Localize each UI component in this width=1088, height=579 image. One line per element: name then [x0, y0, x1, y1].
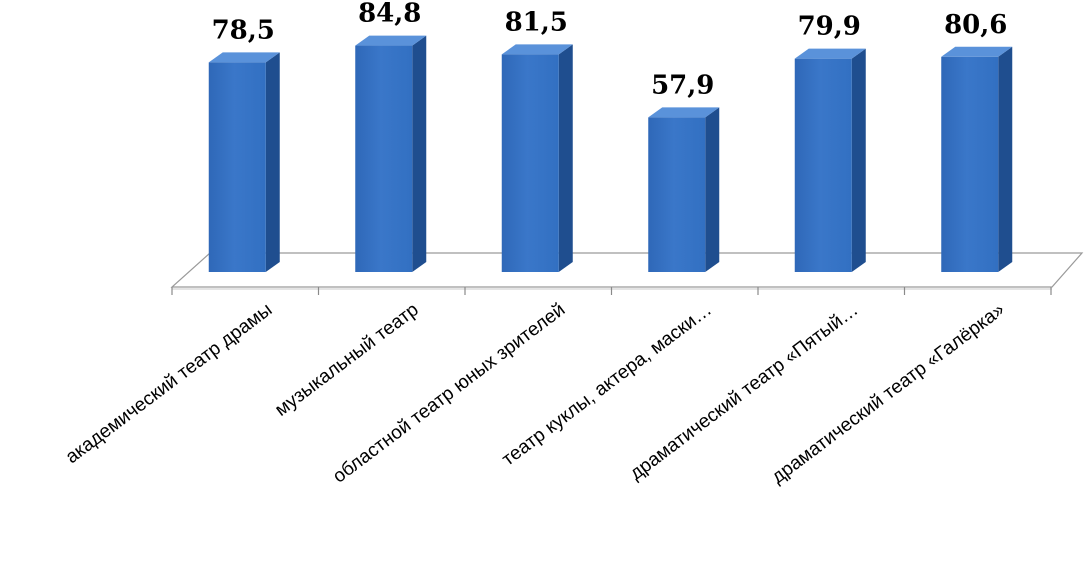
- bar: [941, 46, 1013, 272]
- bar-top: [355, 35, 427, 46]
- bar-top: [208, 52, 280, 63]
- bar-front: [941, 56, 999, 272]
- bar-top: [794, 48, 866, 59]
- bar-side: [265, 52, 280, 272]
- category-label: драматический театр «Галёрка»: [768, 299, 1009, 488]
- category-label: драматический театр «Пятый…: [626, 299, 862, 484]
- value-label: 80,6: [944, 10, 1007, 40]
- bar-side: [851, 48, 866, 273]
- bar-top: [648, 107, 720, 118]
- category-label: областной театр юных зрителей: [329, 299, 569, 487]
- bar-front: [648, 117, 706, 272]
- value-labels: 78,5 84,8 81,5 57,9 79,9 80,6: [212, 0, 1008, 100]
- bar: [208, 52, 280, 272]
- value-label: 78,5: [212, 15, 275, 45]
- bar-side: [998, 46, 1013, 272]
- bar: [794, 48, 866, 273]
- bar-side: [558, 44, 573, 272]
- value-label: 57,9: [651, 70, 714, 100]
- value-label: 81,5: [505, 7, 568, 37]
- value-label: 84,8: [358, 0, 421, 29]
- bar: [501, 44, 573, 272]
- bar-top: [941, 46, 1013, 57]
- bar-front: [794, 58, 852, 273]
- bar: [648, 107, 720, 272]
- category-label: академический театр драмы: [62, 299, 276, 468]
- value-label: 79,9: [798, 12, 861, 42]
- bar-side: [412, 35, 427, 272]
- bar-side: [705, 107, 720, 272]
- bar-front: [355, 45, 413, 272]
- bar-front: [208, 62, 266, 272]
- category-label: музыкальный театр: [271, 299, 423, 420]
- bar: [355, 35, 427, 272]
- bars: [208, 35, 1013, 273]
- bar-top: [501, 44, 573, 55]
- bar-front: [501, 54, 559, 272]
